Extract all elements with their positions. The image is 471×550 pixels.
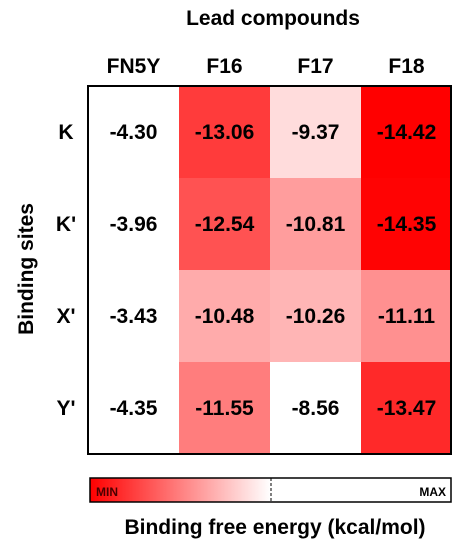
heatmap-border (87, 85, 452, 455)
color-scale-legend: MIN MAX (89, 477, 452, 503)
heatmap-cell (361, 178, 452, 270)
column-label: FN5Y (107, 55, 161, 78)
cell-value-label: -3.43 (110, 305, 158, 328)
heatmap-cell (88, 270, 179, 362)
heatmap-cell (270, 270, 361, 362)
heatmap-cell (270, 86, 361, 178)
heatmap-cell (179, 362, 270, 454)
row-label: K' (56, 213, 76, 236)
row-labels: K K' X' Y' (56, 121, 76, 420)
column-label: F16 (206, 55, 242, 78)
cell-value-label: -13.47 (377, 397, 437, 420)
heatmap-cell (88, 178, 179, 270)
cell-value-label: -4.35 (110, 397, 158, 420)
cell-value-label: -12.54 (195, 213, 255, 236)
color-scale-title: Binding free energy (kcal/mol) (124, 516, 425, 539)
column-label: F17 (297, 55, 333, 78)
color-scale-max-label: MAX (419, 485, 446, 499)
color-scale-min-label: MIN (96, 485, 118, 499)
heatmap-cell (361, 270, 452, 362)
cell-value-label: -10.48 (195, 305, 255, 328)
cell-value-label: -8.56 (292, 397, 340, 420)
heatmap-cell (88, 86, 179, 178)
cell-value-label: -11.11 (378, 305, 436, 328)
heatmap-cell (270, 178, 361, 270)
cell-value-label: -11.55 (195, 397, 254, 420)
heatmap-cells (88, 86, 452, 454)
heatmap-cell (361, 86, 452, 178)
row-label: K (58, 121, 73, 144)
cell-value-label: -9.37 (292, 121, 340, 144)
cell-value-label: -10.26 (286, 305, 346, 328)
cell-value-label: -14.35 (377, 213, 437, 236)
heatmap-cell (270, 362, 361, 454)
column-labels: FN5Y F16 F17 F18 (107, 55, 425, 78)
heatmap-cell (179, 270, 270, 362)
heatmap-cell (179, 86, 270, 178)
cell-value-label: -14.42 (377, 121, 437, 144)
heatmap-cell (361, 362, 452, 454)
row-label: X' (56, 305, 75, 328)
heatmap-cell (179, 178, 270, 270)
cell-value-label: -13.06 (195, 121, 255, 144)
cell-value-label: -10.81 (286, 213, 346, 236)
cell-value-label: -3.96 (110, 213, 158, 236)
y-axis-label: Binding sites (15, 203, 38, 335)
chart-title: Lead compounds (186, 7, 360, 30)
heatmap-cell (88, 362, 179, 454)
row-label: Y' (56, 397, 75, 420)
column-label: F18 (388, 55, 425, 78)
cell-values: -4.30 -13.06 -9.37 -14.42 -3.96 -12.54 -10.81 -… (110, 121, 437, 420)
cell-value-label: -4.30 (110, 121, 158, 144)
